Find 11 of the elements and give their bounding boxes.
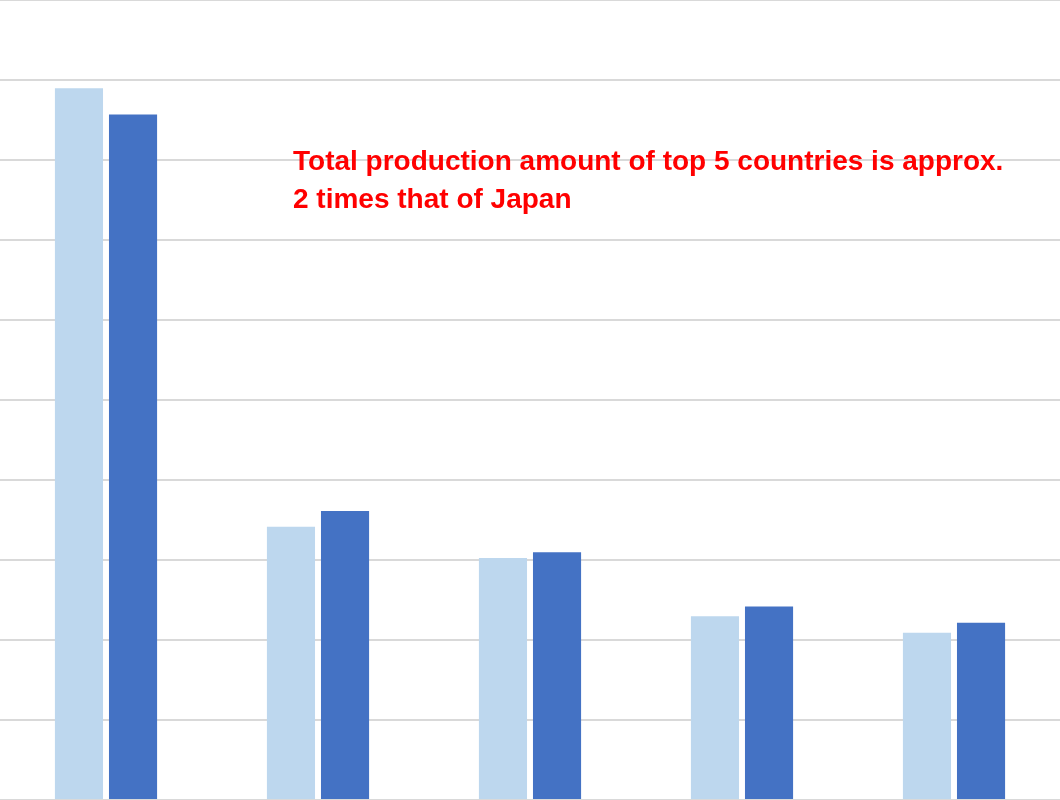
bar — [956, 622, 1006, 799]
bar — [902, 632, 952, 799]
bar — [320, 511, 370, 799]
bar — [532, 552, 582, 799]
bar — [744, 606, 794, 799]
bar — [478, 558, 528, 799]
annotation: Total production amount of top 5 countries is approx. 2 times that of Japan — [293, 144, 1005, 216]
bar — [266, 526, 316, 799]
bar — [690, 616, 740, 799]
bar — [108, 114, 158, 799]
bar — [54, 88, 104, 799]
